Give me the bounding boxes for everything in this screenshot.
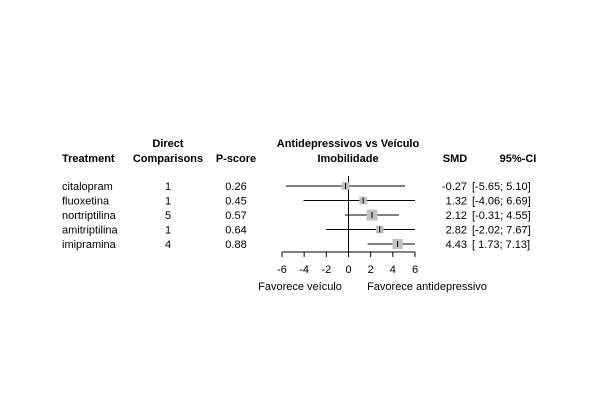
direct-comparisons-value: 1 — [165, 225, 171, 237]
table-row: nortriptilina 5 0.57 2.12 [-0.31; 4.55] — [62, 209, 531, 222]
table-row: citalopram 1 0.26 -0.27 [-5.65; 5.10] — [62, 181, 531, 193]
col-header-direct-line1: Direct — [152, 138, 184, 150]
treatment-label: nortriptilina — [62, 210, 117, 222]
x-tick-label: 0 — [345, 264, 351, 276]
direct-comparisons-value: 5 — [165, 210, 171, 222]
pscore-value: 0.26 — [225, 181, 246, 193]
direct-comparisons-value: 4 — [165, 239, 171, 251]
ci-value: [-4.06; 6.69] — [472, 196, 531, 208]
chart-title-line2: Imobilidade — [317, 153, 378, 165]
col-header-smd: SMD — [443, 153, 468, 165]
x-tick-label: 2 — [368, 264, 374, 276]
pscore-value: 0.64 — [225, 225, 246, 237]
smd-value: -0.27 — [442, 181, 467, 193]
ci-value: [-2.02; 7.67] — [472, 225, 531, 237]
treatment-label: imipramina — [62, 239, 117, 251]
smd-value: 2.82 — [446, 225, 467, 237]
x-tick-label: -6 — [277, 264, 287, 276]
ci-value: [-0.31; 4.55] — [472, 210, 531, 222]
col-header-direct-line2: Comparisons — [133, 153, 203, 165]
ci-value: [-5.65; 5.10] — [472, 181, 531, 193]
treatment-label: amitriptilina — [62, 225, 119, 237]
label-favours-left: Favorece veículo — [258, 281, 342, 293]
col-header-treatment: Treatment — [62, 153, 115, 165]
x-tick-label: 4 — [390, 264, 396, 276]
smd-value: 1.32 — [446, 196, 467, 208]
smd-value: 4.43 — [446, 239, 467, 251]
x-tick-label: -2 — [321, 264, 331, 276]
rows-layer: citalopram 1 0.26 -0.27 [-5.65; 5.10] fluoxet… — [62, 176, 531, 252]
x-tick-label: -4 — [299, 264, 309, 276]
ci-value: [ 1.73; 7.13] — [472, 239, 530, 251]
col-header-ci: 95%-CI — [500, 153, 537, 165]
direct-comparisons-value: 1 — [165, 181, 171, 193]
table-row: fluoxetina 1 0.45 1.32 [-4.06; 6.69] — [62, 196, 531, 208]
table-row: amitriptilina 1 0.64 2.82 [-2.02; 7.67] — [62, 225, 531, 237]
x-axis: -6 -4 -2 0 2 4 6 — [277, 251, 418, 276]
col-header-pscore: P-score — [216, 153, 256, 165]
smd-value: 2.12 — [446, 210, 467, 222]
chart-title-line1: Antidepressivos vs Veículo — [277, 138, 420, 150]
direct-comparisons-value: 1 — [165, 196, 171, 208]
treatment-label: fluoxetina — [62, 196, 110, 208]
label-favours-right: Favorece antidepressivo — [367, 281, 487, 293]
treatment-label: citalopram — [62, 181, 113, 193]
x-tick-label: 6 — [412, 264, 418, 276]
table-row: imipramina 4 0.88 4.43 [ 1.73; 7.13] — [62, 238, 530, 251]
pscore-value: 0.88 — [225, 239, 246, 251]
pscore-value: 0.57 — [225, 210, 246, 222]
pscore-value: 0.45 — [225, 196, 246, 208]
